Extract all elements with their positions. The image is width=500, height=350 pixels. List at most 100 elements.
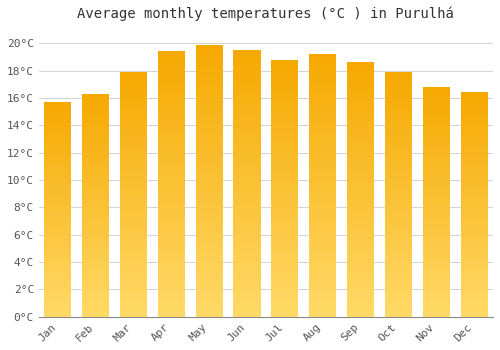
Bar bbox=[385, 287, 412, 290]
Bar bbox=[196, 140, 223, 142]
Bar bbox=[120, 263, 147, 265]
Bar bbox=[158, 203, 185, 205]
Bar bbox=[460, 162, 488, 164]
Bar bbox=[347, 146, 374, 149]
Bar bbox=[309, 180, 336, 183]
Bar bbox=[234, 197, 260, 199]
Bar bbox=[460, 104, 488, 106]
Bar bbox=[196, 243, 223, 246]
Bar bbox=[422, 241, 450, 243]
Bar bbox=[234, 303, 260, 306]
Bar bbox=[271, 301, 298, 304]
Bar bbox=[120, 253, 147, 255]
Bar bbox=[196, 271, 223, 273]
Bar bbox=[347, 212, 374, 215]
Bar bbox=[234, 66, 260, 69]
Bar bbox=[460, 292, 488, 294]
Bar bbox=[347, 83, 374, 85]
Bar bbox=[347, 289, 374, 291]
Bar bbox=[385, 114, 412, 116]
Bar bbox=[82, 286, 109, 288]
Bar bbox=[120, 104, 147, 106]
Bar bbox=[460, 238, 488, 240]
Bar bbox=[460, 283, 488, 285]
Bar bbox=[120, 180, 147, 182]
Bar bbox=[82, 174, 109, 176]
Bar bbox=[422, 156, 450, 158]
Bar bbox=[309, 220, 336, 222]
Bar bbox=[44, 179, 72, 182]
Bar bbox=[44, 220, 72, 222]
Bar bbox=[460, 243, 488, 245]
Bar bbox=[158, 73, 185, 75]
Bar bbox=[460, 285, 488, 288]
Bar bbox=[347, 243, 374, 246]
Bar bbox=[234, 58, 260, 61]
Bar bbox=[158, 195, 185, 197]
Bar bbox=[347, 248, 374, 251]
Bar bbox=[347, 291, 374, 294]
Bar bbox=[196, 66, 223, 69]
Bar bbox=[309, 304, 336, 306]
Bar bbox=[120, 221, 147, 224]
Bar bbox=[196, 99, 223, 102]
Bar bbox=[422, 278, 450, 280]
Bar bbox=[309, 312, 336, 314]
Bar bbox=[44, 295, 72, 298]
Bar bbox=[82, 114, 109, 116]
Bar bbox=[309, 283, 336, 285]
Bar bbox=[460, 106, 488, 108]
Bar bbox=[234, 138, 260, 141]
Bar bbox=[385, 135, 412, 138]
Bar bbox=[422, 292, 450, 294]
Bar bbox=[460, 151, 488, 153]
Bar bbox=[271, 217, 298, 219]
Bar bbox=[196, 167, 223, 170]
Bar bbox=[347, 215, 374, 218]
Bar bbox=[385, 260, 412, 263]
Bar bbox=[460, 220, 488, 223]
Bar bbox=[120, 312, 147, 314]
Bar bbox=[234, 109, 260, 111]
Bar bbox=[158, 83, 185, 86]
Bar bbox=[347, 236, 374, 238]
Bar bbox=[347, 108, 374, 111]
Bar bbox=[309, 62, 336, 65]
Bar bbox=[460, 135, 488, 137]
Bar bbox=[309, 78, 336, 80]
Bar bbox=[460, 214, 488, 216]
Bar bbox=[271, 137, 298, 139]
Bar bbox=[422, 193, 450, 195]
Bar bbox=[422, 271, 450, 273]
Bar bbox=[196, 238, 223, 240]
Bar bbox=[271, 276, 298, 278]
Bar bbox=[271, 134, 298, 137]
Bar bbox=[347, 116, 374, 118]
Bar bbox=[82, 257, 109, 259]
Bar bbox=[309, 109, 336, 112]
Bar bbox=[158, 123, 185, 126]
Bar bbox=[309, 225, 336, 228]
Bar bbox=[309, 57, 336, 60]
Bar bbox=[460, 294, 488, 296]
Bar bbox=[460, 187, 488, 189]
Bar bbox=[422, 121, 450, 124]
Bar bbox=[385, 172, 412, 175]
Bar bbox=[82, 139, 109, 141]
Bar bbox=[234, 96, 260, 98]
Bar bbox=[271, 165, 298, 168]
Bar bbox=[120, 128, 147, 131]
Bar bbox=[385, 128, 412, 131]
Bar bbox=[271, 126, 298, 129]
Bar bbox=[385, 243, 412, 246]
Bar bbox=[347, 258, 374, 261]
Bar bbox=[196, 134, 223, 137]
Bar bbox=[460, 265, 488, 267]
Bar bbox=[347, 309, 374, 312]
Bar bbox=[82, 315, 109, 317]
Bar bbox=[309, 177, 336, 180]
Bar bbox=[385, 292, 412, 295]
Bar bbox=[460, 140, 488, 142]
Bar bbox=[120, 167, 147, 170]
Bar bbox=[460, 276, 488, 279]
